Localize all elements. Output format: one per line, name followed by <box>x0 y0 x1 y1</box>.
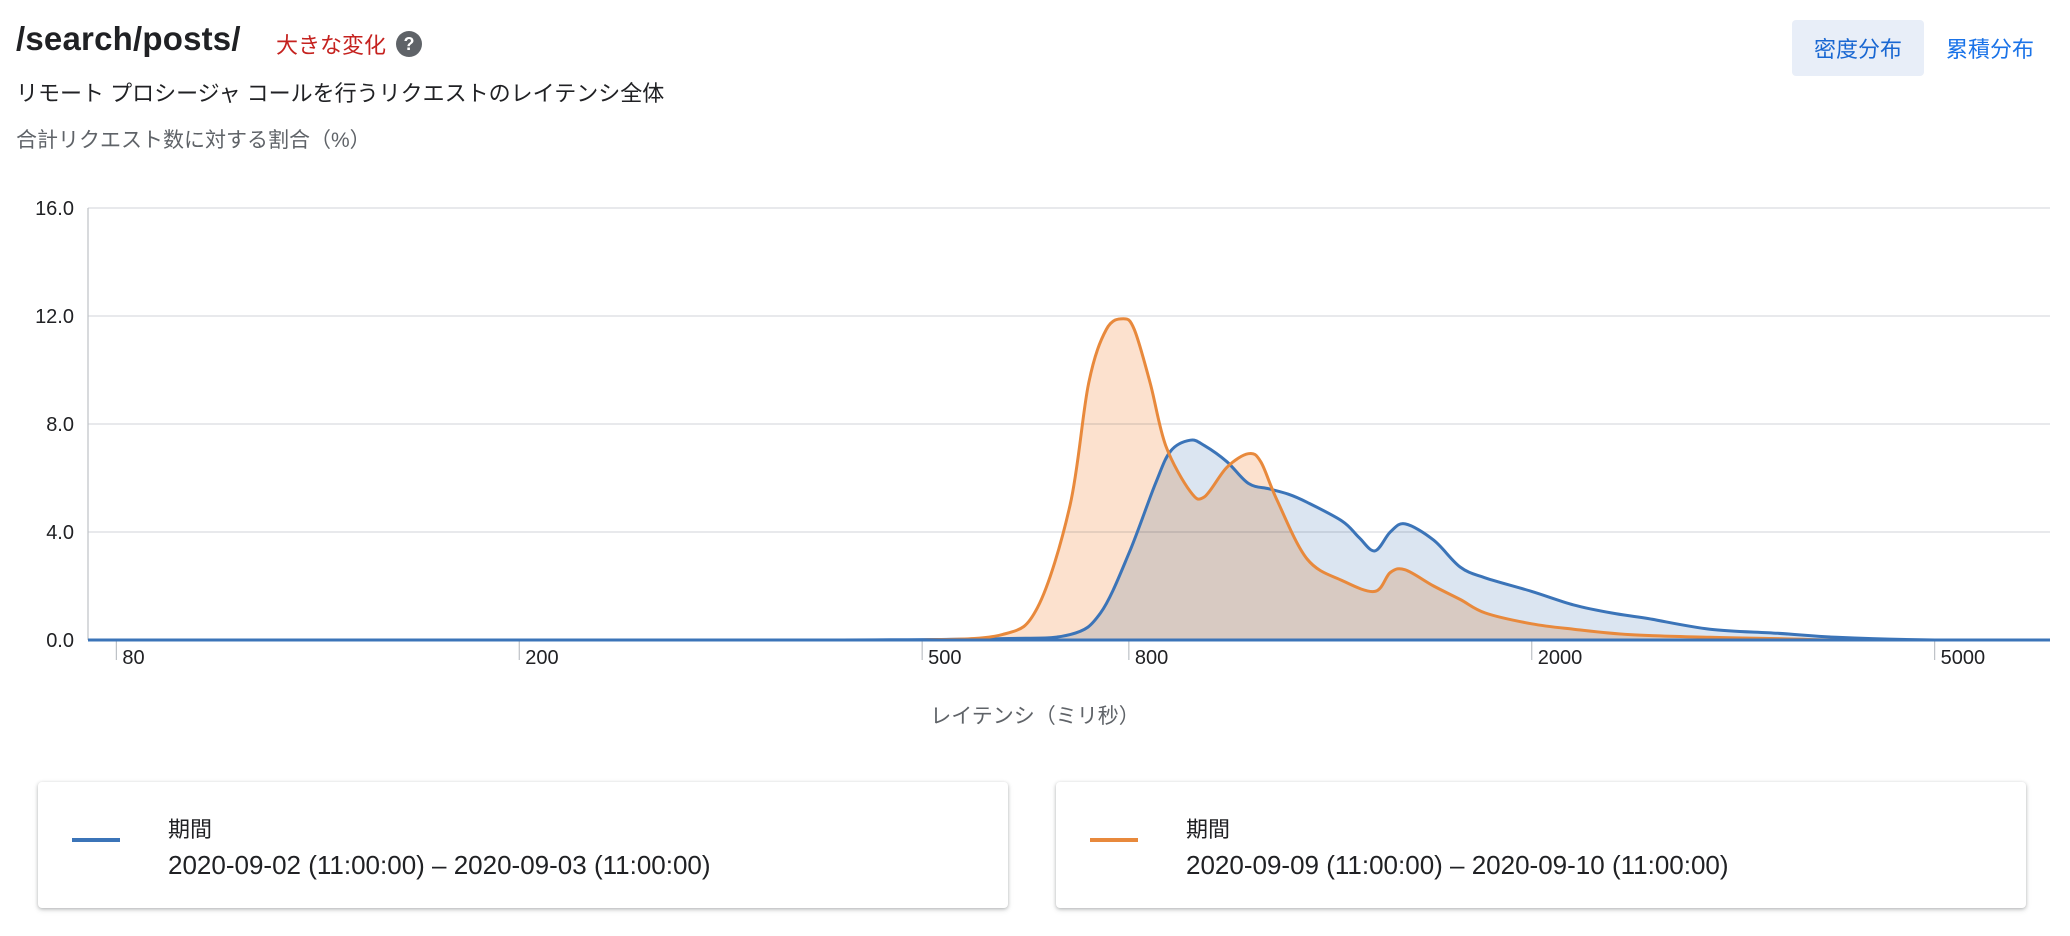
x-axis-title: レイテンシ（ミリ秒） <box>930 705 1140 728</box>
legend-card-period-2: 期間 2020-09-09 (11:00:00) – 2020-09-10 (1… <box>1056 782 2026 908</box>
significant-change-badge: 大きな変化 <box>276 33 387 58</box>
distribution-toggle: 密度分布 累積分布 <box>1791 20 2056 76</box>
x-tick-label: 200 <box>525 647 558 669</box>
legend-swatch-orange <box>1090 838 1138 842</box>
cumulative-distribution-button[interactable]: 累積分布 <box>1945 38 2034 63</box>
chart-subtitle: リモート プロシージャ コールを行うリクエストのレイテンシ全体 <box>16 81 665 106</box>
legend-label: 期間 <box>168 817 213 842</box>
x-tick-label: 500 <box>928 647 961 669</box>
change-badge-group: 大きな変化 ? <box>276 28 423 60</box>
density-distribution-button[interactable]: 密度分布 <box>1791 20 1924 76</box>
y-tick-label: 0.0 <box>46 630 74 652</box>
y-tick-label: 8.0 <box>46 414 74 436</box>
page-title: /search/posts/ <box>16 20 241 57</box>
help-circle-icon[interactable]: ? <box>396 31 423 57</box>
legend-card-period-1: 期間 2020-09-02 (11:00:00) – 2020-09-03 (1… <box>38 782 1008 908</box>
series-period-2-line <box>855 317 1917 642</box>
legend-date-range: 2020-09-02 (11:00:00) – 2020-09-03 (11:0… <box>168 850 711 880</box>
legend-label: 期間 <box>1186 817 1231 842</box>
y-tick-label: 4.0 <box>46 522 74 544</box>
y-tick-label: 12.0 <box>35 306 74 328</box>
x-tick-label: 5000 <box>1941 647 1986 669</box>
legend-date-range: 2020-09-09 (11:00:00) – 2020-09-10 (11:0… <box>1186 850 1729 880</box>
legend-swatch-blue <box>72 838 120 842</box>
x-tick-label: 2000 <box>1538 647 1583 669</box>
chart-header: /search/posts/ 大きな変化 ? リモート プロシージャ コールを行… <box>16 18 2056 152</box>
latency-density-chart: 0.0 4.0 8.0 12.0 16.0 80 200 500 800 2000 5000 <box>35 198 2050 669</box>
y-axis-title: 合計リクエスト数に対する割合（%） <box>16 129 371 152</box>
x-tick-label: 80 <box>122 647 144 669</box>
x-tick-label: 800 <box>1135 647 1168 669</box>
series-period-2-area <box>855 318 1917 640</box>
y-tick-label: 16.0 <box>35 198 74 220</box>
